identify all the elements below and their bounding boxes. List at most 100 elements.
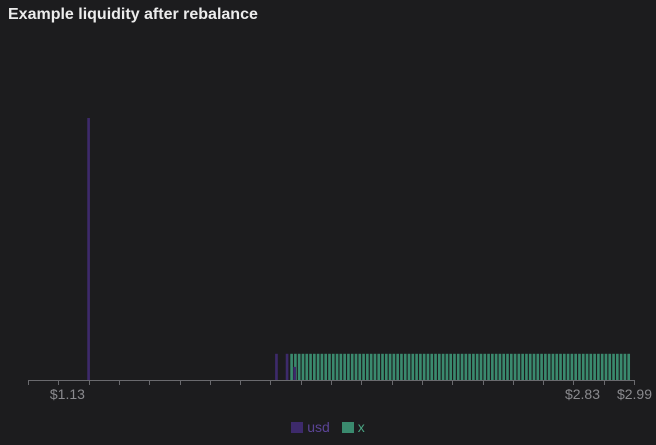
bar-x-84 [608, 353, 612, 380]
bar-usd-1 [275, 353, 278, 380]
bar-x-43 [453, 353, 456, 380]
legend-label: usd [307, 419, 330, 435]
bar-x-35 [422, 353, 426, 380]
bar-x-46 [464, 353, 468, 380]
bar-usd-2 [285, 353, 289, 380]
bar-x-66 [540, 353, 543, 380]
bar-x-72 [562, 353, 566, 380]
bar-x-16 [350, 353, 354, 380]
bar-x-7 [316, 353, 320, 380]
bar-x-17 [354, 353, 358, 380]
bar-x-40 [441, 353, 445, 380]
bar-x-63 [528, 353, 532, 380]
x-axis-tick-labels: $1.13 $2.83 $2.99 [50, 386, 652, 402]
bar-x-34 [419, 353, 422, 380]
bar-x-48 [472, 353, 475, 380]
bar-x-85 [612, 353, 615, 380]
bar-x-13 [339, 353, 343, 380]
bar-x-37 [430, 353, 434, 380]
bar-x-33 [415, 353, 418, 380]
bar-x-89 [627, 353, 631, 380]
bar-x-4 [305, 353, 309, 380]
bar-x-25 [384, 353, 388, 380]
bar-x-45 [460, 353, 464, 380]
bar-x-54 [494, 353, 498, 380]
bar-x-26 [388, 353, 392, 380]
bar-x-41 [445, 353, 449, 380]
legend-item-usd: usd [291, 419, 330, 435]
bar-x-50 [479, 353, 483, 380]
bar-x-56 [502, 353, 506, 380]
bar-x-9 [324, 353, 328, 380]
bar-x-11 [331, 353, 335, 380]
bar-x-28 [396, 353, 399, 380]
legend-item-x: x [341, 419, 365, 435]
bar-x-31 [407, 353, 411, 380]
bar-x-78 [585, 353, 589, 380]
bar-usd-0 [87, 118, 90, 380]
bar-x-58 [509, 353, 513, 380]
bar-x-68 [547, 353, 551, 380]
bars-layer [87, 118, 631, 380]
bar-x-23 [377, 353, 381, 380]
bar-x-75 [574, 353, 577, 380]
bar-x-8 [320, 353, 324, 380]
bar-x-67 [544, 353, 547, 380]
x-tick-label: $1.13 [50, 386, 85, 402]
bar-x-36 [426, 353, 430, 380]
legend-label: x [357, 419, 365, 435]
bar-x-47 [468, 353, 471, 380]
bar-x-73 [566, 353, 570, 380]
bar-x-61 [521, 353, 524, 380]
bar-x-77 [581, 353, 585, 380]
chart-title: Example liquidity after rebalance [8, 6, 258, 23]
legend-swatch [291, 421, 304, 433]
bar-x-64 [532, 353, 536, 380]
bar-x-60 [517, 353, 521, 380]
bar-x-24 [381, 353, 384, 380]
bar-x-83 [604, 353, 608, 380]
bar-x-71 [559, 353, 562, 380]
bar-x-20 [366, 353, 369, 380]
bar-x-30 [403, 353, 407, 380]
bar-x-32 [411, 353, 415, 380]
bar-x-69 [551, 353, 555, 380]
bar-x-39 [438, 353, 441, 380]
bar-x-49 [475, 353, 479, 380]
bar-x-5 [309, 353, 312, 380]
bar-x-10 [328, 353, 331, 380]
bar-x-14 [343, 353, 346, 380]
bar-x-59 [513, 353, 517, 380]
bar-x-80 [593, 353, 596, 380]
bar-x-65 [536, 353, 540, 380]
bar-x-51 [483, 353, 487, 380]
bar-x-74 [570, 353, 574, 380]
bar-x-12 [335, 353, 339, 380]
x-tick-label: $2.83 [565, 386, 600, 402]
bar-x-55 [498, 353, 502, 380]
x-tick-label: $2.99 [617, 386, 652, 402]
bar-x-3 [301, 353, 305, 380]
bar-x-19 [362, 353, 365, 380]
bar-x-6 [313, 353, 316, 380]
bar-x-76 [578, 353, 581, 380]
bar-x-29 [400, 353, 403, 380]
bar-x-15 [347, 353, 350, 380]
bar-x-44 [456, 353, 460, 380]
legend-swatch [341, 421, 354, 433]
bar-x-79 [589, 353, 593, 380]
bar-usd-3 [293, 366, 296, 380]
bar-x-86 [616, 353, 619, 380]
bar-x-22 [373, 353, 377, 380]
bar-x-87 [619, 353, 623, 380]
bar-x-21 [369, 353, 373, 380]
bar-x-38 [434, 353, 437, 380]
bar-x-27 [392, 353, 396, 380]
bar-x-42 [449, 353, 453, 380]
bar-x-18 [358, 353, 362, 380]
bar-x-70 [555, 353, 559, 380]
bar-x-82 [600, 353, 604, 380]
bar-x-62 [525, 353, 528, 380]
x-axis-ticks [28, 380, 635, 385]
bar-x-53 [491, 353, 494, 380]
